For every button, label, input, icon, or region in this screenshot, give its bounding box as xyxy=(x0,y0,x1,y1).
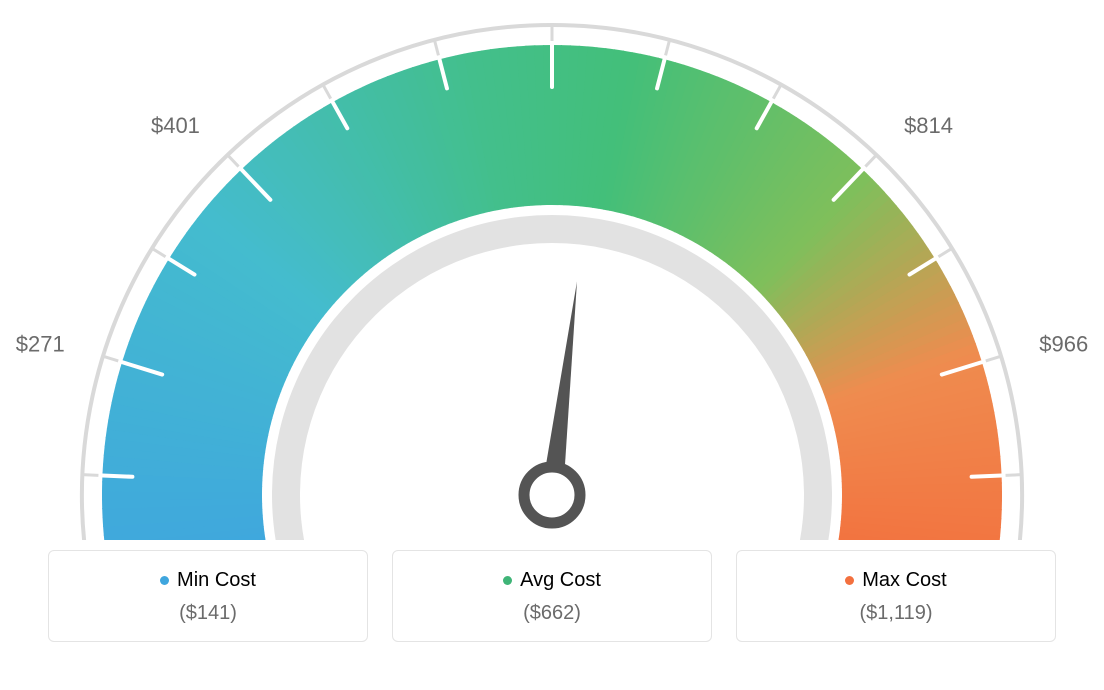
legend-title-avg-text: Avg Cost xyxy=(520,569,601,592)
legend-title-avg: Avg Cost xyxy=(503,569,601,592)
legend-dot-avg xyxy=(503,576,512,585)
legend-dot-min xyxy=(160,576,169,585)
legend-title-min: Min Cost xyxy=(160,569,256,592)
tick-label: $271 xyxy=(16,331,65,356)
legend-title-max-text: Max Cost xyxy=(862,569,946,592)
legend-card-avg: Avg Cost ($662) xyxy=(392,550,712,642)
legend-dot-max xyxy=(845,576,854,585)
gauge-svg: $141$271$401$662$814$966$1,119 xyxy=(0,0,1104,540)
tick-label: $966 xyxy=(1039,331,1088,356)
legend-title-min-text: Min Cost xyxy=(177,569,256,592)
legend-value-max: ($1,119) xyxy=(749,602,1043,625)
legend-title-max: Max Cost xyxy=(845,569,946,592)
legend-card-max: Max Cost ($1,119) xyxy=(736,550,1056,642)
tick-label: $401 xyxy=(151,113,200,138)
legend-card-min: Min Cost ($141) xyxy=(48,550,368,642)
gauge-needle-hub xyxy=(524,467,580,523)
legend-row: Min Cost ($141) Avg Cost ($662) Max Cost… xyxy=(0,550,1104,642)
legend-value-min: ($141) xyxy=(61,602,355,625)
cost-gauge-chart: $141$271$401$662$814$966$1,119 Min Cost … xyxy=(0,0,1104,690)
legend-value-avg: ($662) xyxy=(405,602,699,625)
tick-label: $814 xyxy=(904,113,953,138)
gauge-area: $141$271$401$662$814$966$1,119 xyxy=(0,0,1104,540)
